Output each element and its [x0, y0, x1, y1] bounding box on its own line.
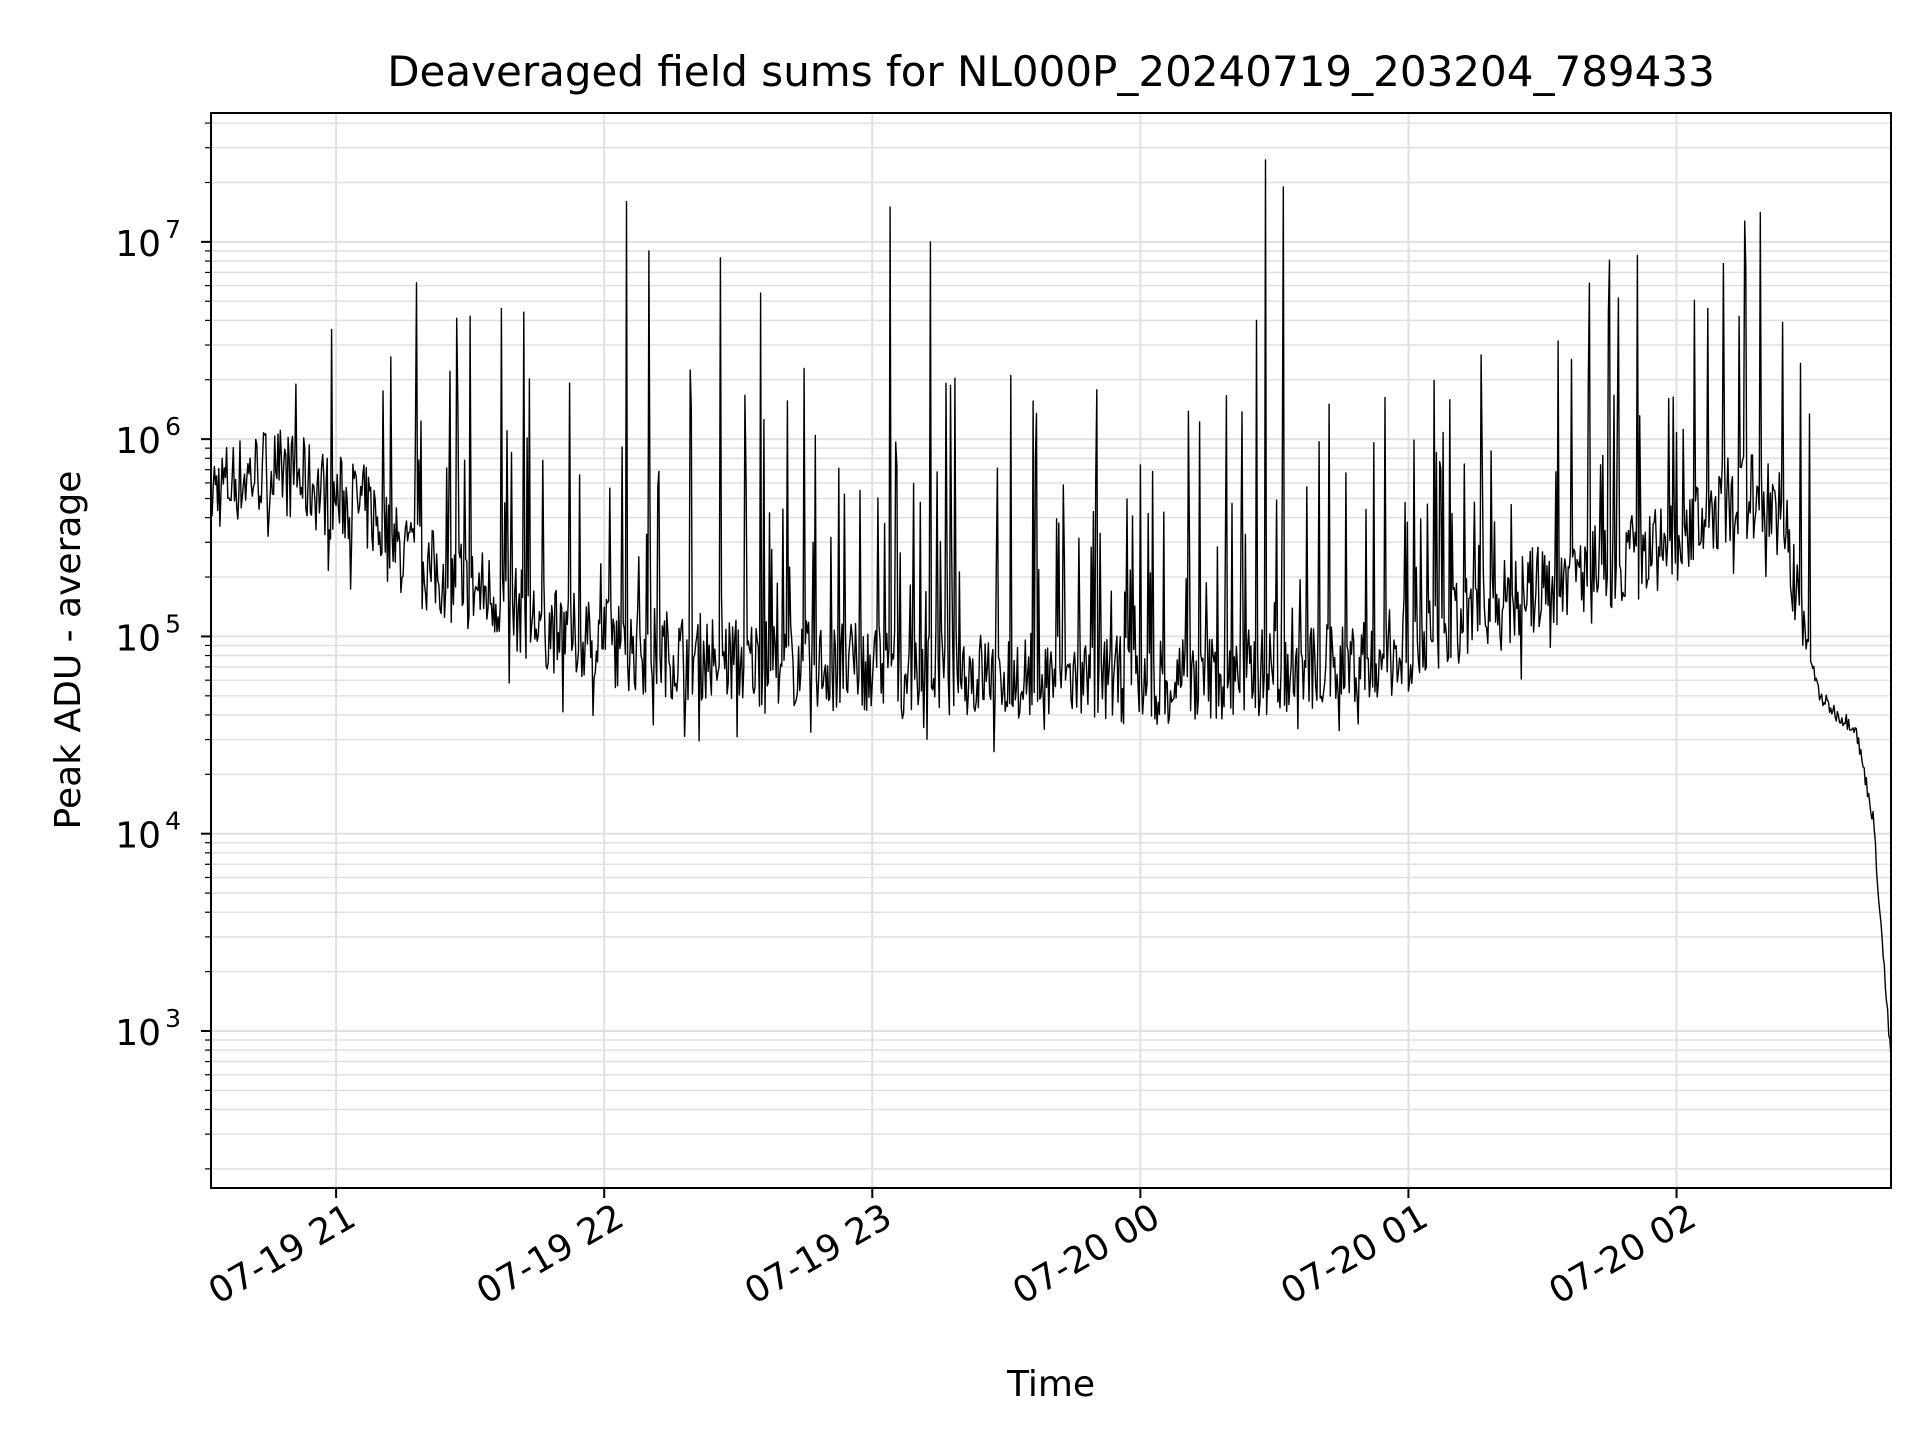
- x-axis-label: Time: [1006, 1364, 1095, 1405]
- x-tick-label: 07-19 21: [202, 1196, 363, 1312]
- y-tick-exponent: 5: [165, 609, 181, 638]
- y-tick-label: 10: [115, 1013, 161, 1054]
- series-layer: [210, 159, 1892, 1060]
- chart-title: Deaveraged field sums for NL000P_2024071…: [387, 47, 1715, 96]
- y-axis-label: Peak ADU - average: [48, 471, 89, 830]
- y-tick-label: 10: [115, 421, 161, 462]
- x-tick-label: 07-20 00: [1006, 1196, 1167, 1312]
- y-tick-label: 10: [115, 816, 161, 857]
- x-tick-label: 07-19 22: [470, 1196, 631, 1312]
- y-tick-exponent: 3: [165, 1004, 181, 1033]
- major-gridlines: [211, 113, 1891, 1188]
- y-tick-exponent: 6: [165, 412, 181, 441]
- plot-background: [211, 113, 1891, 1188]
- y-tick-label: 10: [115, 224, 161, 265]
- x-axis-ticks: 07-19 21 07-19 22 07-19 23 07-20 00 07-20 01…: [202, 1188, 1703, 1313]
- series-line: [210, 159, 1892, 1060]
- y-tick-exponent: 7: [165, 215, 181, 244]
- x-tick-label: 07-19 23: [738, 1196, 899, 1312]
- x-tick-label: 07-20 01: [1274, 1196, 1435, 1312]
- minor-gridlines: [211, 122, 1891, 1170]
- x-tick-label: 07-20 02: [1542, 1196, 1703, 1312]
- y-tick-exponent: 4: [165, 807, 181, 836]
- y-tick-label: 10: [115, 618, 161, 659]
- plot-frame: [210, 112, 1892, 1189]
